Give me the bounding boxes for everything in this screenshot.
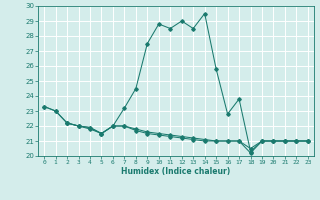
X-axis label: Humidex (Indice chaleur): Humidex (Indice chaleur) xyxy=(121,167,231,176)
